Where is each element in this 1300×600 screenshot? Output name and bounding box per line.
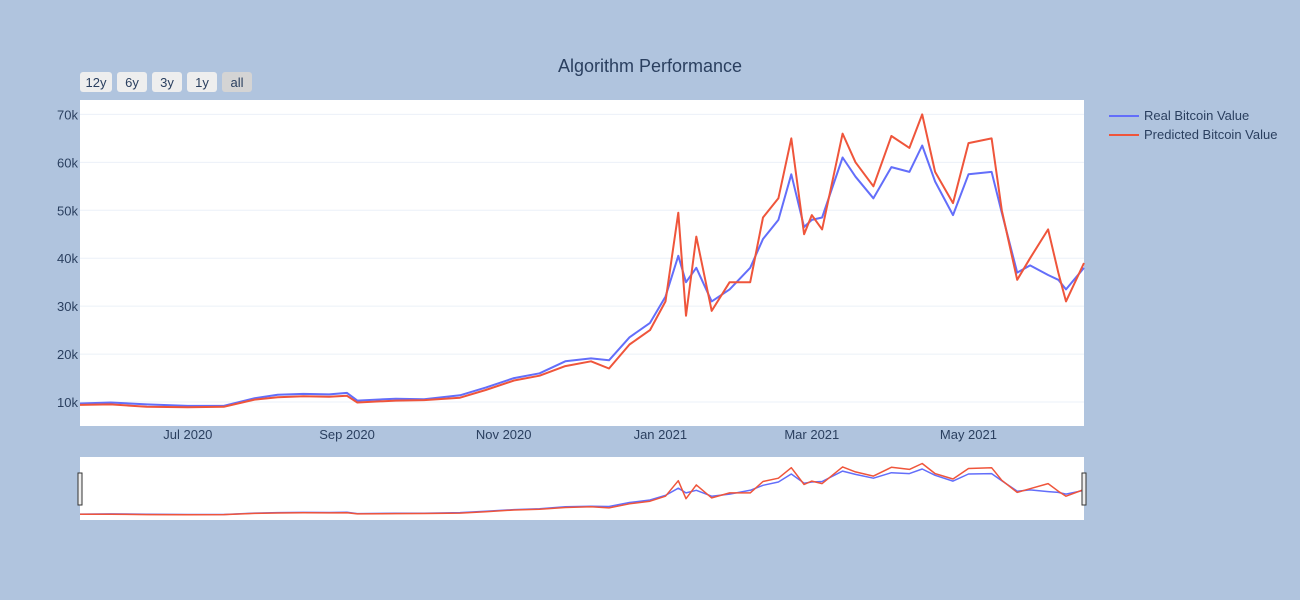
y-tick-label: 50k: [57, 203, 78, 218]
x-tick-label: Sep 2020: [319, 427, 375, 442]
range-button-label: 3y: [160, 75, 174, 90]
range-button-label: 6y: [125, 75, 139, 90]
y-tick-label: 60k: [57, 155, 78, 170]
y-tick-label: 30k: [57, 299, 78, 314]
range-button-all[interactable]: all: [222, 72, 252, 92]
series-line-0[interactable]: [79, 144, 1085, 407]
range-button-6y[interactable]: 6y: [117, 72, 147, 92]
y-tick-label: 40k: [57, 251, 78, 266]
y-tick-label: 70k: [57, 107, 78, 122]
legend: Real Bitcoin Value Predicted Bitcoin Valu…: [1109, 108, 1277, 142]
x-tick-label: May 2021: [940, 427, 997, 442]
x-tick-label: Jul 2020: [163, 427, 212, 442]
range-slider[interactable]: [80, 457, 1084, 520]
range-button-1y[interactable]: 1y: [187, 72, 217, 92]
slider-handle-right[interactable]: [1081, 472, 1087, 506]
legend-item[interactable]: Real Bitcoin Value: [1109, 108, 1249, 123]
series-line-1[interactable]: [79, 113, 1085, 409]
x-tick-label: Mar 2021: [784, 427, 839, 442]
legend-label: Real Bitcoin Value: [1144, 108, 1249, 123]
y-tick-label: 10k: [57, 395, 78, 410]
range-slider-handles: [77, 472, 1087, 506]
series-lines: [79, 113, 1085, 409]
slider-series-line-1: [79, 462, 1085, 516]
legend-item[interactable]: Predicted Bitcoin Value: [1109, 127, 1277, 142]
range-button-label: 12y: [86, 75, 107, 90]
y-axis: 10k 20k 30k 40k 50k 60k 70k: [57, 107, 78, 410]
x-axis: Jul 2020 Sep 2020 Nov 2020 Jan 2021 Mar 2021…: [163, 427, 997, 442]
range-slider-lines: [79, 462, 1085, 516]
range-button-3y[interactable]: 3y: [152, 72, 182, 92]
legend-label: Predicted Bitcoin Value: [1144, 127, 1277, 142]
plot-area[interactable]: [80, 100, 1084, 426]
range-selector: 12y 6y 3y 1y all: [80, 72, 252, 92]
y-tick-label: 20k: [57, 347, 78, 362]
range-button-label: all: [230, 75, 243, 90]
range-button-12y[interactable]: 12y: [80, 72, 112, 92]
x-tick-label: Nov 2020: [476, 427, 532, 442]
chart-title: Algorithm Performance: [558, 56, 742, 76]
x-tick-label: Jan 2021: [634, 427, 688, 442]
slider-handle-left[interactable]: [77, 472, 83, 506]
range-button-label: 1y: [195, 75, 209, 90]
